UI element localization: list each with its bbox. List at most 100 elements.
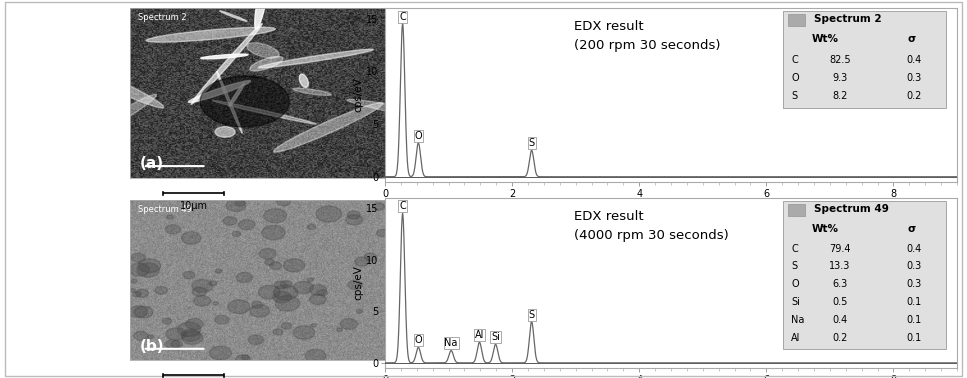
Text: 13.3: 13.3 bbox=[829, 262, 850, 271]
Circle shape bbox=[166, 215, 173, 219]
Circle shape bbox=[215, 315, 229, 324]
Circle shape bbox=[281, 323, 291, 329]
Text: 0.3: 0.3 bbox=[906, 262, 922, 271]
Circle shape bbox=[337, 328, 342, 332]
Circle shape bbox=[340, 319, 358, 329]
Text: Wt%: Wt% bbox=[812, 224, 839, 234]
Circle shape bbox=[239, 220, 255, 230]
Ellipse shape bbox=[274, 102, 383, 152]
Text: Al: Al bbox=[791, 333, 801, 343]
Text: C: C bbox=[399, 12, 406, 22]
Ellipse shape bbox=[215, 127, 235, 137]
Circle shape bbox=[232, 231, 241, 237]
Ellipse shape bbox=[189, 81, 250, 102]
Text: σ: σ bbox=[907, 34, 916, 44]
Circle shape bbox=[258, 285, 280, 299]
Circle shape bbox=[308, 225, 315, 230]
Circle shape bbox=[193, 296, 211, 306]
Circle shape bbox=[376, 229, 388, 237]
Circle shape bbox=[186, 319, 203, 330]
Text: C: C bbox=[791, 55, 798, 65]
Circle shape bbox=[135, 289, 149, 297]
Circle shape bbox=[306, 349, 326, 362]
Circle shape bbox=[166, 328, 186, 340]
Circle shape bbox=[210, 346, 231, 360]
Circle shape bbox=[192, 287, 207, 296]
Ellipse shape bbox=[64, 92, 95, 96]
Text: 0.4: 0.4 bbox=[833, 315, 847, 325]
Circle shape bbox=[273, 291, 291, 303]
Circle shape bbox=[148, 335, 154, 339]
Circle shape bbox=[265, 259, 275, 265]
Circle shape bbox=[373, 203, 385, 210]
Ellipse shape bbox=[201, 54, 249, 59]
Circle shape bbox=[131, 279, 137, 283]
Circle shape bbox=[309, 285, 327, 295]
Circle shape bbox=[348, 280, 363, 290]
Ellipse shape bbox=[258, 49, 373, 68]
Ellipse shape bbox=[191, 24, 262, 104]
Circle shape bbox=[213, 302, 219, 305]
Circle shape bbox=[249, 335, 264, 345]
Text: O: O bbox=[791, 279, 799, 289]
Text: Al: Al bbox=[475, 330, 484, 340]
Text: (b): (b) bbox=[140, 339, 164, 353]
Text: S: S bbox=[791, 91, 797, 101]
Circle shape bbox=[171, 341, 183, 348]
Circle shape bbox=[293, 326, 315, 339]
Circle shape bbox=[129, 263, 149, 276]
Text: 0.3: 0.3 bbox=[906, 279, 922, 289]
Text: σ: σ bbox=[907, 224, 916, 234]
Ellipse shape bbox=[254, 0, 272, 29]
Text: 0.3: 0.3 bbox=[906, 73, 922, 83]
Circle shape bbox=[355, 257, 369, 266]
Circle shape bbox=[165, 225, 180, 234]
Circle shape bbox=[228, 300, 250, 314]
Circle shape bbox=[276, 296, 300, 311]
Circle shape bbox=[132, 291, 141, 297]
Ellipse shape bbox=[293, 88, 332, 95]
Circle shape bbox=[129, 306, 147, 318]
X-axis label: keV: keV bbox=[661, 200, 681, 210]
Text: Spectrum 2: Spectrum 2 bbox=[137, 13, 187, 22]
Text: 82.5: 82.5 bbox=[829, 55, 851, 65]
Ellipse shape bbox=[229, 83, 245, 106]
Circle shape bbox=[131, 253, 145, 262]
Circle shape bbox=[130, 288, 135, 292]
Circle shape bbox=[155, 287, 167, 294]
Text: C: C bbox=[399, 201, 406, 211]
Text: 8.2: 8.2 bbox=[832, 91, 847, 101]
Circle shape bbox=[162, 318, 171, 324]
Circle shape bbox=[236, 272, 252, 282]
Circle shape bbox=[183, 271, 195, 279]
Text: 0.1: 0.1 bbox=[906, 315, 922, 325]
Circle shape bbox=[347, 211, 360, 219]
Circle shape bbox=[277, 197, 291, 206]
FancyBboxPatch shape bbox=[788, 204, 806, 216]
Circle shape bbox=[280, 280, 292, 288]
Text: 0.1: 0.1 bbox=[906, 333, 922, 343]
Circle shape bbox=[311, 324, 316, 327]
Ellipse shape bbox=[93, 94, 157, 133]
Circle shape bbox=[226, 199, 246, 212]
Text: S: S bbox=[529, 138, 535, 148]
Circle shape bbox=[283, 259, 305, 272]
Ellipse shape bbox=[217, 71, 243, 133]
Circle shape bbox=[309, 294, 326, 305]
Text: Spectrum 2: Spectrum 2 bbox=[814, 14, 882, 24]
Circle shape bbox=[259, 248, 276, 259]
Circle shape bbox=[182, 331, 203, 344]
Text: EDX result
(200 rpm 30 seconds): EDX result (200 rpm 30 seconds) bbox=[573, 20, 720, 52]
Ellipse shape bbox=[347, 99, 466, 123]
Text: O: O bbox=[791, 73, 799, 83]
Y-axis label: cps/eV: cps/eV bbox=[353, 266, 363, 301]
Circle shape bbox=[165, 340, 180, 349]
Text: O: O bbox=[415, 131, 423, 141]
Text: EDX result
(4000 rpm 30 seconds): EDX result (4000 rpm 30 seconds) bbox=[573, 210, 728, 242]
Text: 0.2: 0.2 bbox=[832, 333, 847, 343]
Circle shape bbox=[264, 209, 286, 223]
Text: Si: Si bbox=[791, 297, 800, 307]
Circle shape bbox=[249, 305, 270, 317]
Circle shape bbox=[236, 355, 250, 364]
Circle shape bbox=[346, 215, 363, 225]
